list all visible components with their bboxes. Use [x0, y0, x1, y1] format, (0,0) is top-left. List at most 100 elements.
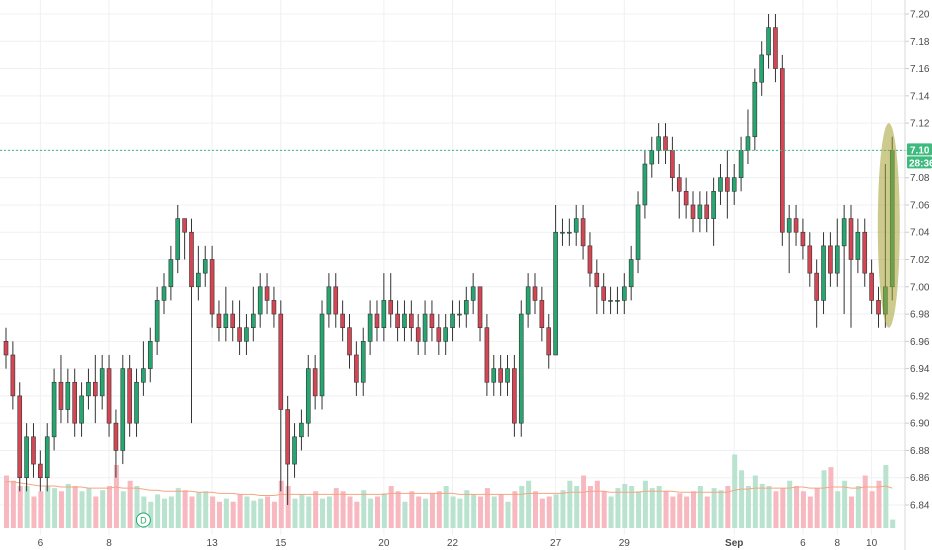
candle[interactable]: [436, 314, 442, 355]
candle[interactable]: [51, 368, 57, 451]
candle[interactable]: [594, 259, 600, 315]
candle[interactable]: [532, 273, 538, 315]
candle[interactable]: [834, 218, 840, 287]
candle[interactable]: [189, 218, 194, 424]
candle[interactable]: [635, 191, 641, 274]
candle[interactable]: [223, 286, 229, 342]
candle[interactable]: [656, 123, 661, 165]
candle[interactable]: [518, 300, 524, 437]
candle[interactable]: [312, 354, 318, 410]
candle[interactable]: [429, 300, 435, 342]
candle[interactable]: [711, 177, 716, 246]
candle[interactable]: [676, 164, 682, 219]
candle[interactable]: [560, 218, 565, 246]
candle[interactable]: [457, 300, 462, 328]
candle[interactable]: [642, 150, 648, 219]
candle[interactable]: [278, 300, 284, 492]
candle[interactable]: [216, 300, 222, 342]
candle[interactable]: [704, 191, 710, 233]
candle[interactable]: [766, 14, 771, 69]
x-axis[interactable]: 6 8 13 15 20 22 27 29 Sep 6 8 10: [38, 538, 878, 549]
candle[interactable]: [10, 341, 16, 410]
y-axis[interactable]: 7.20 7.18 7.16 7.14 7.12 7.10 7.08 7.06 7.04 7.02…: [904, 0, 930, 550]
candle[interactable]: [745, 109, 751, 165]
candle[interactable]: [752, 68, 758, 151]
candle[interactable]: [17, 382, 23, 492]
candle[interactable]: [512, 354, 517, 437]
candle[interactable]: [731, 164, 737, 205]
candle[interactable]: [44, 423, 50, 492]
candle[interactable]: [285, 395, 290, 505]
marker-circle[interactable]: [135, 512, 151, 528]
candle[interactable]: [587, 232, 593, 287]
candle[interactable]: [264, 273, 270, 315]
candle[interactable]: [86, 368, 91, 410]
candle[interactable]: [876, 286, 881, 328]
candle[interactable]: [828, 232, 833, 287]
candle[interactable]: [793, 204, 799, 246]
candle[interactable]: [450, 300, 455, 342]
candle[interactable]: [237, 300, 242, 355]
candle[interactable]: [65, 368, 71, 424]
candle[interactable]: [869, 259, 874, 315]
candle[interactable]: [573, 204, 579, 246]
candle[interactable]: [230, 300, 236, 342]
candle[interactable]: [848, 204, 854, 328]
candle[interactable]: [38, 450, 43, 492]
candle[interactable]: [127, 354, 132, 437]
candle[interactable]: [196, 245, 201, 301]
candle[interactable]: [333, 273, 339, 328]
candle[interactable]: [463, 286, 469, 328]
candle[interactable]: [141, 341, 146, 396]
candle[interactable]: [31, 423, 36, 478]
candle[interactable]: [621, 273, 627, 315]
candle[interactable]: [257, 273, 263, 328]
candle[interactable]: [477, 286, 483, 342]
candle[interactable]: [841, 204, 847, 315]
candle[interactable]: [422, 300, 428, 355]
candle[interactable]: [580, 204, 586, 260]
candle[interactable]: [821, 232, 826, 315]
candle[interactable]: [759, 41, 765, 96]
candle[interactable]: [175, 204, 181, 274]
candle[interactable]: [168, 245, 174, 301]
candle[interactable]: [546, 314, 552, 369]
candle[interactable]: [154, 286, 160, 355]
candle[interactable]: [374, 300, 380, 342]
candle[interactable]: [807, 232, 813, 287]
candle[interactable]: [855, 218, 861, 274]
candle[interactable]: [718, 164, 723, 205]
candle[interactable]: [395, 300, 400, 342]
candle[interactable]: [862, 218, 868, 287]
candle[interactable]: [484, 314, 490, 396]
candle[interactable]: [367, 300, 373, 355]
candle[interactable]: [182, 218, 187, 260]
candle[interactable]: [498, 354, 503, 396]
candle[interactable]: [814, 259, 819, 328]
candle[interactable]: [251, 286, 256, 342]
candle[interactable]: [113, 409, 119, 478]
candle[interactable]: [786, 204, 792, 274]
candle[interactable]: [683, 177, 689, 219]
candle[interactable]: [106, 354, 112, 437]
dividend-marker[interactable]: D: [135, 512, 151, 528]
candle[interactable]: [354, 341, 359, 396]
candle[interactable]: [491, 354, 497, 396]
candle[interactable]: [409, 300, 414, 342]
candle[interactable]: [134, 368, 139, 437]
candle[interactable]: [58, 354, 64, 424]
candle[interactable]: [305, 354, 311, 437]
candle[interactable]: [525, 273, 531, 328]
candle[interactable]: [505, 354, 510, 396]
candle[interactable]: [800, 218, 806, 260]
candle[interactable]: [319, 300, 325, 410]
candle[interactable]: [340, 300, 345, 342]
candle[interactable]: [725, 150, 730, 219]
candle[interactable]: [381, 273, 387, 342]
candle[interactable]: [93, 354, 98, 424]
candle[interactable]: [299, 409, 304, 451]
candle[interactable]: [567, 218, 572, 246]
candle[interactable]: [202, 245, 208, 287]
candle[interactable]: [3, 327, 9, 369]
